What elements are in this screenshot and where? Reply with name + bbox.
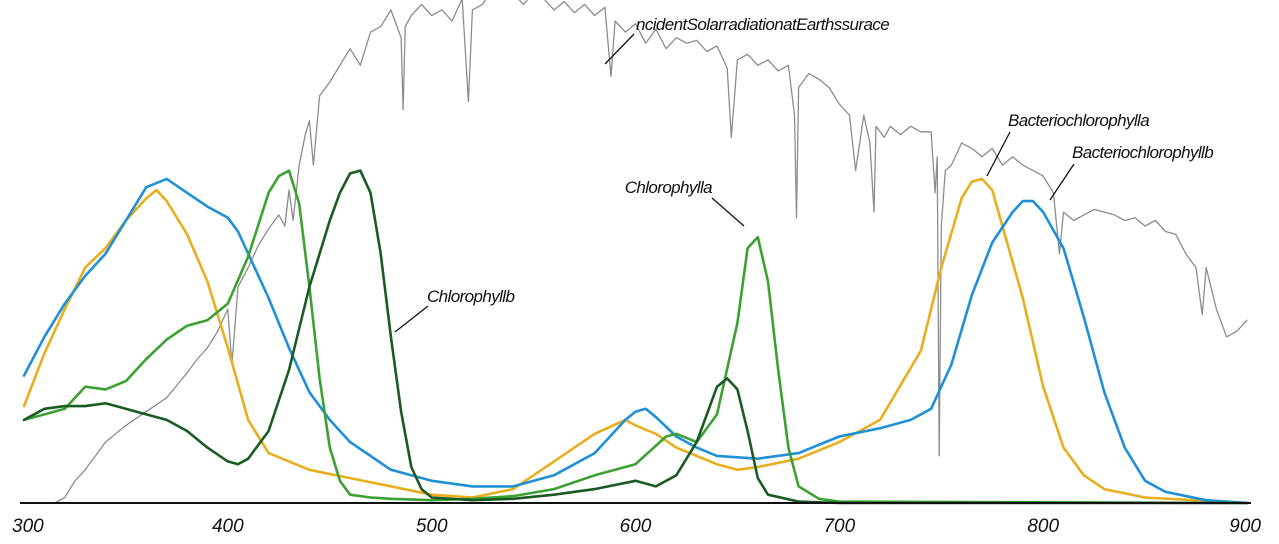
annotation-leader-solar <box>604 33 635 65</box>
series-label-bchl_b: Bacteriochlorophyllb <box>1072 143 1213 162</box>
x-tick-label: 400 <box>212 516 244 537</box>
annotation-leader-bchl_a <box>986 131 1011 177</box>
series-annotations: ncidentSolarradiationatEarthssurace Chlor… <box>394 15 1214 333</box>
series-line-bchl_b <box>22 177 1249 505</box>
annotation-leader-chl_a <box>711 197 745 227</box>
x-tick-label: 600 <box>620 516 652 537</box>
x-tick-label: 300 <box>12 516 44 537</box>
series-line-chl_b <box>22 169 1249 505</box>
x-tick-label: 700 <box>823 516 855 537</box>
series-label-bchl_a: Bacteriochlorophylla <box>1008 111 1149 130</box>
x-tick-label: 500 <box>416 516 448 537</box>
series-label-solar: ncidentSolarradiationatEarthssurace <box>636 15 889 34</box>
annotation-leader-chl_b <box>394 305 429 333</box>
series-label-chl_b: Chlorophyllb <box>427 287 514 306</box>
series-line-bchl_a <box>22 177 1249 505</box>
annotation-leader-bchl_b <box>1049 163 1075 201</box>
x-tick-label: 900 <box>1229 516 1261 537</box>
series-label-chl_a: Chlorophylla <box>625 178 712 197</box>
x-tick-label: 800 <box>1027 516 1059 537</box>
x-axis-tick-labels: 300 400 500 600 700 800 900 <box>12 516 1261 537</box>
series-curves <box>22 0 1249 505</box>
series-line-chl_a <box>22 169 1249 505</box>
series-line-solar <box>23 0 1248 504</box>
